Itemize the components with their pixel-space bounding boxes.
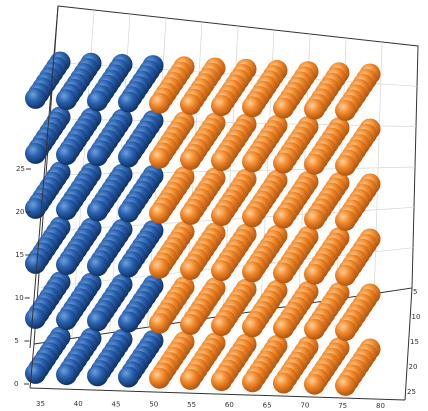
- x-tick-label: 80: [376, 402, 385, 410]
- sphere-orange: [149, 147, 170, 169]
- sphere-orange: [180, 258, 201, 280]
- sphere-blue: [87, 200, 108, 222]
- sphere-orange: [149, 312, 170, 334]
- sphere-orange: [273, 262, 294, 284]
- sphere-blue: [118, 201, 139, 223]
- sphere-blue: [56, 89, 77, 111]
- sphere-orange: [211, 315, 232, 337]
- sphere-blue: [25, 197, 46, 219]
- sphere-cloud: [25, 51, 381, 396]
- y-tick-label: 10: [412, 313, 421, 321]
- sphere-orange: [273, 207, 294, 229]
- sphere-orange: [242, 96, 263, 118]
- sphere-orange: [149, 92, 170, 114]
- z-tick-label: 25: [16, 165, 25, 173]
- sphere-blue: [118, 256, 139, 278]
- sphere-blue: [25, 307, 46, 329]
- sphere-blue: [56, 199, 77, 221]
- sphere-orange: [335, 319, 356, 341]
- x-axis-ticks: 35 40 45 50 55 60 65 70 75 80: [36, 400, 385, 410]
- sphere-orange: [242, 151, 263, 173]
- sphere-orange: [335, 264, 356, 286]
- sphere-blue: [56, 309, 77, 331]
- sphere-blue: [56, 364, 77, 386]
- sphere-blue: [118, 366, 139, 388]
- y-tick-label: 15: [410, 338, 419, 346]
- sphere-orange: [242, 371, 263, 393]
- sphere-blue: [87, 145, 108, 167]
- x-tick-label: 35: [36, 400, 45, 408]
- sphere-orange: [335, 154, 356, 176]
- sphere-blue: [118, 146, 139, 168]
- sphere-orange: [335, 374, 356, 396]
- z-tick-label: 20: [16, 208, 25, 216]
- sphere-orange: [211, 95, 232, 117]
- sphere-orange: [242, 261, 263, 283]
- sphere-orange: [211, 205, 232, 227]
- sphere-orange: [149, 257, 170, 279]
- front-frame: [29, 5, 413, 401]
- sphere-blue: [56, 144, 77, 166]
- sphere-orange: [304, 373, 325, 395]
- frame-left-edge: [29, 5, 59, 349]
- sphere-orange: [304, 318, 325, 340]
- y-tick-label: 5: [413, 288, 417, 296]
- y-tick-label: 20: [409, 363, 418, 371]
- sphere-orange: [180, 368, 201, 390]
- sphere-orange: [335, 99, 356, 121]
- z-tick-label: 15: [15, 251, 24, 259]
- z-tick-label: 10: [15, 294, 24, 302]
- sphere-blue: [118, 311, 139, 333]
- x-tick-label: 45: [112, 400, 121, 408]
- sphere-orange: [304, 208, 325, 230]
- sphere-blue: [87, 365, 108, 387]
- x-tick-label: 55: [187, 401, 196, 409]
- sphere-orange: [335, 209, 356, 231]
- z-tick-label: 0: [14, 380, 18, 388]
- sphere-blue: [25, 87, 46, 109]
- x-tick-label: 75: [338, 402, 347, 410]
- y-tick-label: 25: [407, 388, 416, 396]
- sphere-blue: [25, 362, 46, 384]
- sphere-orange: [304, 263, 325, 285]
- sphere-orange: [180, 148, 201, 170]
- sphere-blue: [87, 310, 108, 332]
- sphere-orange: [211, 370, 232, 392]
- x-tick-label: 70: [300, 402, 309, 410]
- sphere-orange: [242, 206, 263, 228]
- x-tick-label: 50: [149, 401, 158, 409]
- z-tick-label: 5: [14, 337, 18, 345]
- sphere-orange: [211, 150, 232, 172]
- x-tick-label: 40: [74, 400, 83, 408]
- sphere-orange: [180, 203, 201, 225]
- sphere-blue: [118, 91, 139, 113]
- sphere-orange: [149, 367, 170, 389]
- sphere-orange: [180, 93, 201, 115]
- x-tick-label: 60: [225, 401, 234, 409]
- sphere-orange: [273, 317, 294, 339]
- sphere-orange: [304, 153, 325, 175]
- sphere-orange: [242, 316, 263, 338]
- y-axis-ticks: 5 10 15 20 25: [407, 288, 420, 396]
- sphere-blue: [25, 142, 46, 164]
- frame-left-depth-edge: [29, 343, 35, 389]
- sphere-orange: [211, 260, 232, 282]
- sphere-orange: [273, 152, 294, 174]
- x-tick-label: 65: [263, 401, 272, 409]
- sphere-orange: [273, 97, 294, 119]
- sphere-blue: [25, 252, 46, 274]
- z-axis-ticks: 0 5 10 15 20 25: [14, 165, 31, 388]
- sphere-blue: [87, 90, 108, 112]
- sphere-orange: [304, 98, 325, 120]
- frame-right-depth-edge: [404, 287, 413, 401]
- sphere-blue: [56, 254, 77, 276]
- sphere-blue: [87, 255, 108, 277]
- frame-bottom-edge: [29, 387, 406, 401]
- sphere-orange: [273, 372, 294, 394]
- sphere-orange: [180, 313, 201, 335]
- sphere-orange: [149, 202, 170, 224]
